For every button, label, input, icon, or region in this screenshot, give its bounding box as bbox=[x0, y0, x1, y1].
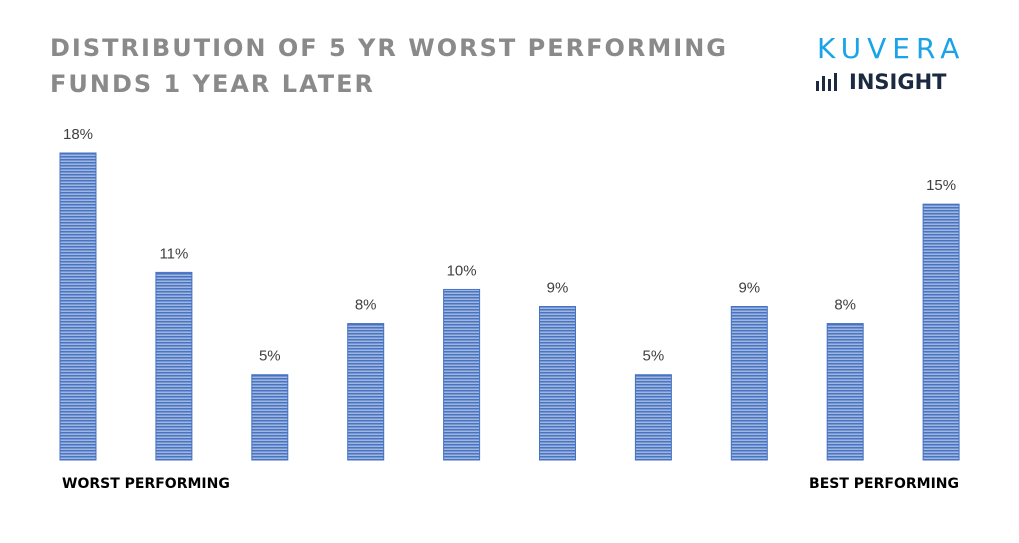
bar-3-value-label: 5% bbox=[259, 348, 281, 365]
x-axis-end-label: BEST PERFORMING bbox=[809, 476, 959, 492]
bar-6-value-label: 9% bbox=[547, 280, 569, 297]
bar-7-value-label: 5% bbox=[643, 348, 665, 365]
bar-5 bbox=[443, 288, 481, 461]
bar-10 bbox=[922, 203, 960, 461]
bar-1 bbox=[59, 152, 97, 461]
x-axis-start-label: WORST PERFORMING bbox=[62, 476, 230, 492]
bar-2 bbox=[155, 271, 193, 461]
bar-8 bbox=[730, 306, 768, 461]
bar-8-value-label: 9% bbox=[738, 280, 760, 297]
logo-subtitle: INSIGHT bbox=[815, 70, 946, 94]
kuvera-insight-logo: KUVERA INSIGHT bbox=[815, 32, 975, 102]
chart-title-line-2: FUNDS 1 YEAR LATER bbox=[50, 70, 376, 98]
bar-9-value-label: 8% bbox=[834, 297, 856, 314]
bar-7 bbox=[634, 374, 672, 461]
bar-4 bbox=[347, 323, 385, 461]
chart-title-line-1: DISTRIBUTION OF 5 YR WORST PERFORMING bbox=[50, 34, 728, 62]
logo-insight-text: INSIGHT bbox=[849, 70, 947, 94]
bar-5-value-label: 10% bbox=[447, 262, 477, 279]
bar-chart-icon bbox=[816, 73, 837, 91]
bar-9 bbox=[826, 323, 864, 461]
bar-2-value-label: 11% bbox=[159, 245, 188, 262]
bar-10-value-label: 15% bbox=[926, 177, 956, 194]
bar-1-value-label: 18% bbox=[63, 126, 93, 143]
bar-6 bbox=[539, 306, 576, 461]
bar-3 bbox=[251, 374, 289, 461]
logo-wordmark: KUVERA bbox=[817, 32, 966, 65]
bar-4-value-label: 8% bbox=[355, 297, 377, 314]
chart-title: DISTRIBUTION OF 5 YR WORST PERFORMING FU… bbox=[50, 30, 728, 102]
bar-series: 18% 11% 5% 8% 10% 9% 5% 9% 8% 15% bbox=[59, 126, 960, 461]
